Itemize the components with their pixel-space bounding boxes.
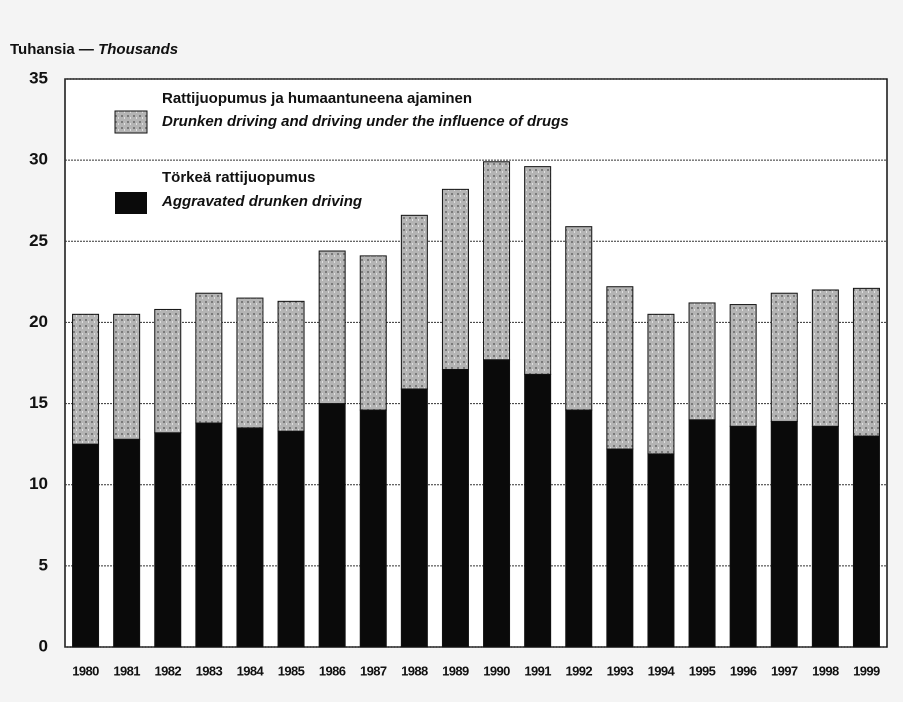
bar-segment [72, 443, 100, 648]
x-tick-label: 1999 [853, 663, 880, 678]
y-tick-label: 35 [29, 68, 48, 87]
legend-swatch [115, 192, 147, 214]
y-label-fi: Tuhansia — [10, 41, 94, 58]
bar-segment [400, 388, 428, 648]
bar-segment [154, 308, 182, 434]
bar-segment [647, 453, 675, 648]
legend-label: Aggravated drunken driving [161, 193, 362, 210]
bar-segment [236, 427, 264, 648]
legend-label: Drunken driving and driving under the in… [162, 113, 569, 130]
legend-label: Rattijuopumus ja humaantuneena ajaminen [162, 90, 472, 107]
bar-segment [400, 214, 428, 390]
x-tick-label: 1993 [607, 663, 634, 678]
y-tick-label: 0 [39, 636, 48, 655]
x-tick-label: 1982 [154, 663, 181, 678]
y-tick-label: 25 [29, 231, 48, 250]
bar-segment [441, 188, 469, 370]
plot: 0 5 10 15 20 25 30 35 1980 1981 1982 1983 1984 1985 19… [29, 68, 887, 678]
bar-segment [318, 403, 346, 648]
bar-segment [852, 435, 880, 648]
bar-segment [524, 166, 552, 375]
bar-segment [647, 313, 675, 455]
x-tick-label: 1992 [565, 663, 592, 678]
y-label-en: Thousands [98, 41, 178, 58]
bar-segment [524, 373, 552, 648]
bar-segment [811, 425, 839, 648]
y-axis-label: Tuhansia — Thousands [10, 41, 178, 58]
y-tick-label: 15 [29, 393, 48, 412]
x-tick-label: 1985 [278, 663, 305, 678]
bar-segment [72, 313, 100, 445]
bar-segment [606, 286, 634, 450]
bar-segment [565, 409, 593, 648]
legend-swatch [114, 110, 148, 134]
bar-segment [565, 226, 593, 411]
bar-segment [277, 430, 305, 648]
bar-segment [154, 432, 182, 648]
x-tick-label: 1983 [196, 663, 223, 678]
y-tick-label: 30 [29, 150, 48, 169]
plot-frame [64, 78, 888, 648]
bar-segment [688, 302, 716, 421]
x-tick-label: 1986 [319, 663, 346, 678]
bar-segment [236, 297, 264, 429]
bar-segment [483, 359, 511, 648]
x-tick-label: 1981 [113, 663, 140, 678]
bar-segment [729, 425, 757, 648]
bar-segment [729, 304, 757, 427]
bar-segment [359, 409, 387, 648]
bar-segment [277, 300, 305, 432]
legend-label: Törkeä rattijuopumus [162, 169, 315, 186]
y-tick-label: 5 [39, 555, 48, 574]
y-tick-label: 20 [29, 312, 48, 331]
bar-segment [770, 420, 798, 648]
bar-segment [483, 161, 511, 361]
bar-segment [852, 287, 880, 437]
x-tick-label: 1988 [401, 663, 428, 678]
bar-segment [195, 292, 223, 424]
bar-segment [811, 289, 839, 427]
bar-segment [441, 368, 469, 648]
x-tick-label: 1987 [360, 663, 387, 678]
bar-segment [318, 250, 346, 405]
bar-segment [359, 255, 387, 411]
x-tick-label: 1980 [72, 663, 99, 678]
bar-segment [195, 422, 223, 648]
x-tick-label: 1996 [730, 663, 757, 678]
x-tick-label: 1997 [771, 663, 798, 678]
x-tick-label: 1984 [237, 663, 265, 678]
x-tick-label: 1994 [648, 663, 676, 678]
bar-segment [113, 438, 141, 648]
x-tick-label: 1989 [442, 663, 469, 678]
bar-segment [113, 313, 141, 440]
x-tick-label: 1990 [483, 663, 510, 678]
bar-segment [688, 419, 716, 648]
bar-segment [770, 292, 798, 422]
bar-segment [606, 448, 634, 648]
y-tick-label: 10 [29, 474, 48, 493]
x-tick-label: 1998 [812, 663, 839, 678]
x-tick-label: 1995 [689, 663, 716, 678]
x-tick-label: 1991 [524, 663, 551, 678]
